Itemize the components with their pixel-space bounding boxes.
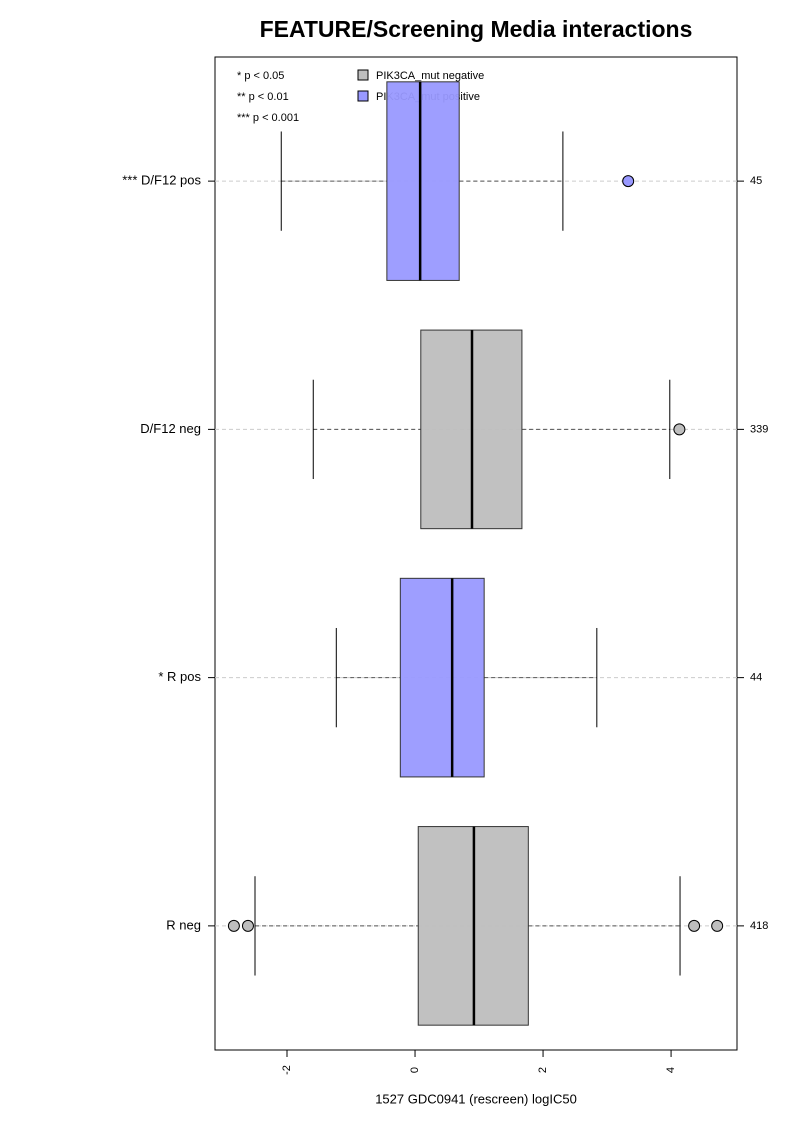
y-tick-label: R neg <box>166 917 201 932</box>
legend-swatch <box>357 69 369 81</box>
x-tick-label: -2 <box>281 1065 293 1075</box>
x-tick-label: 4 <box>665 1067 677 1073</box>
count-label: 339 <box>750 423 768 435</box>
legend-label: PIK3CA_mut negative <box>376 70 484 82</box>
count-label: 44 <box>750 672 762 684</box>
count-label: 45 <box>750 175 762 187</box>
y-tick-label: * R pos <box>158 669 201 684</box>
legend-note: *** p < 0.001 <box>237 112 299 124</box>
y-tick-label: *** D/F12 pos <box>122 173 201 188</box>
chart-title: FEATURE/Screening Media interactions <box>260 16 693 42</box>
x-tick-label: 2 <box>537 1067 549 1073</box>
box <box>386 81 460 281</box>
outlier <box>241 919 254 932</box>
box <box>399 577 485 778</box>
legend-note: * p < 0.05 <box>237 70 284 82</box>
legend-note: ** p < 0.01 <box>237 91 289 103</box>
x-axis-label: 1527 GDC0941 (rescreen) logIC50 <box>375 1091 577 1106</box>
outlier <box>711 919 724 932</box>
outlier <box>622 175 635 188</box>
x-tick-label: 0 <box>409 1067 421 1073</box>
outlier <box>673 423 686 436</box>
plot-frame <box>214 56 738 1051</box>
outlier <box>227 919 240 932</box>
y-tick-label: D/F12 neg <box>140 421 201 436</box>
legend-swatch <box>357 90 369 102</box>
count-label: 418 <box>750 920 768 932</box>
outlier <box>688 919 701 932</box>
